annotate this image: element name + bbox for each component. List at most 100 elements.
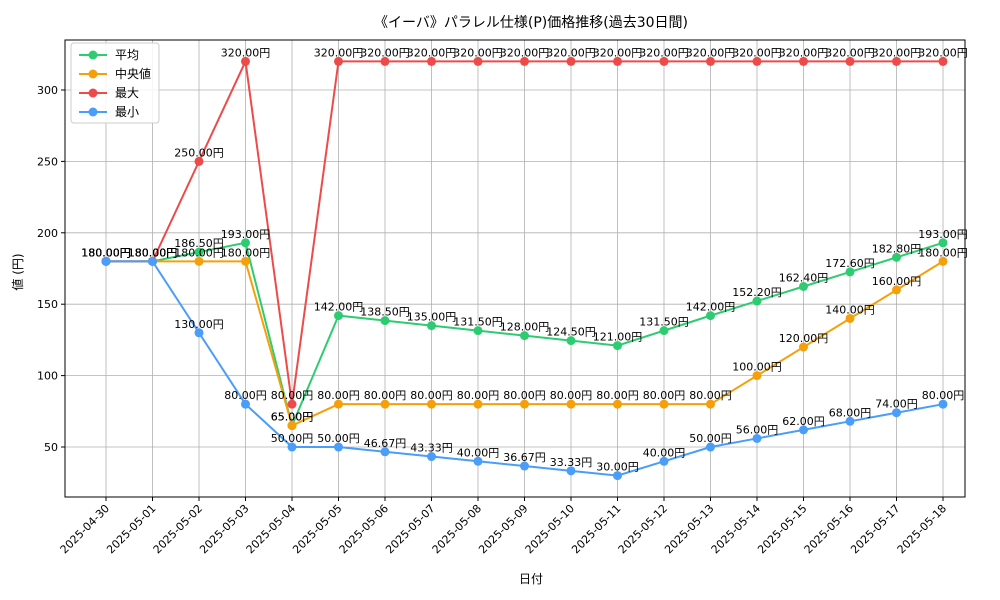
data-point <box>473 326 483 336</box>
data-label: 80.00円 <box>457 389 500 402</box>
data-point <box>659 399 669 409</box>
y-tick-label: 100 <box>37 370 58 383</box>
data-label: 186.50円 <box>174 237 224 250</box>
data-label: 320.00円 <box>407 46 457 59</box>
data-label: 320.00円 <box>360 46 410 59</box>
data-label: 180.00円 <box>128 246 178 259</box>
legend-entry: 中央値 <box>115 66 151 81</box>
data-point <box>892 252 901 262</box>
data-point <box>380 399 390 409</box>
data-label: 33.33円 <box>550 456 593 469</box>
data-label: 140.00円 <box>825 303 875 316</box>
data-point <box>194 247 204 257</box>
data-point <box>380 316 390 326</box>
data-label: 74.00円 <box>875 398 918 411</box>
data-point <box>241 56 250 66</box>
data-point <box>938 256 948 266</box>
data-label: 180.00円 <box>81 246 131 259</box>
data-label: 50.00円 <box>271 432 314 445</box>
data-point <box>520 56 529 66</box>
data-label: 80.00円 <box>410 389 453 402</box>
data-point <box>334 399 343 409</box>
plot-frame <box>64 39 966 498</box>
data-point <box>752 56 762 66</box>
data-label: 80.00円 <box>503 389 546 402</box>
data-label: 320.00円 <box>825 46 875 59</box>
data-label: 193.00円 <box>221 228 271 241</box>
data-point <box>706 311 715 321</box>
data-point <box>194 328 204 338</box>
data-label: 180.00円 <box>221 246 271 259</box>
data-label: 80.00円 <box>689 389 732 402</box>
data-label: 180.00円 <box>174 246 224 259</box>
data-point <box>241 238 250 248</box>
data-label: 56.00円 <box>736 423 779 436</box>
legend-marker <box>88 107 98 117</box>
legend-entry: 最小 <box>115 105 139 119</box>
data-point <box>706 56 715 66</box>
data-point <box>334 311 343 321</box>
data-point <box>845 267 855 277</box>
data-point <box>799 425 808 435</box>
y-tick-label: 50 <box>44 441 58 454</box>
data-point <box>473 456 483 466</box>
data-point <box>845 416 855 426</box>
data-label: 320.00円 <box>593 46 643 59</box>
data-label: 40.00円 <box>643 446 686 459</box>
legend-entry: 最大 <box>115 86 139 100</box>
data-label: 320.00円 <box>546 46 596 59</box>
data-point <box>892 285 901 295</box>
x-axis-label: 日付 <box>519 572 543 586</box>
data-point <box>148 256 157 266</box>
data-label: 180.00円 <box>81 246 131 259</box>
y-tick-label: 250 <box>37 155 58 168</box>
data-label-layer: 180.00円180.00円186.50円193.00円65.00円142.00… <box>81 46 968 473</box>
data-label: 152.20円 <box>732 286 782 299</box>
y-tick-label: 300 <box>37 84 58 97</box>
data-label: 43.33円 <box>410 442 453 455</box>
data-label: 62.00円 <box>782 415 825 428</box>
data-point <box>241 256 250 266</box>
data-point <box>845 313 855 323</box>
data-label: 182.80円 <box>872 242 922 255</box>
data-label: 131.50円 <box>453 316 503 329</box>
data-point <box>892 408 901 418</box>
data-label: 124.50円 <box>546 326 596 339</box>
data-point <box>520 331 529 341</box>
data-point <box>613 399 622 409</box>
data-point <box>706 442 715 452</box>
data-label: 80.00円 <box>224 389 267 402</box>
data-label: 40.00円 <box>457 446 500 459</box>
data-label: 320.00円 <box>686 46 736 59</box>
data-point <box>427 399 436 409</box>
data-label: 180.00円 <box>128 246 178 259</box>
data-point <box>799 56 808 66</box>
data-label: 80.00円 <box>550 389 593 402</box>
data-point <box>473 56 483 66</box>
data-point <box>380 56 390 66</box>
data-label: 80.00円 <box>271 389 314 402</box>
data-label: 80.00円 <box>643 389 686 402</box>
data-label: 50.00円 <box>689 432 732 445</box>
data-point <box>101 256 111 266</box>
data-point <box>287 442 297 452</box>
data-point <box>427 56 436 66</box>
data-point <box>752 296 762 306</box>
data-point <box>845 56 855 66</box>
y-axis-label: 値 (円) <box>10 253 25 290</box>
data-label: 180.00円 <box>81 246 131 259</box>
legend-marker <box>88 69 98 79</box>
data-point <box>938 56 948 66</box>
data-label: 320.00円 <box>639 46 689 59</box>
data-point <box>566 466 576 476</box>
data-point <box>706 399 715 409</box>
series-layer <box>101 56 948 481</box>
legend-box <box>70 42 160 124</box>
data-label: 80.00円 <box>922 389 965 402</box>
data-point <box>566 399 576 409</box>
data-label: 121.00円 <box>593 331 643 344</box>
legend-marker <box>88 50 98 60</box>
legend-entry: 平均 <box>115 48 139 62</box>
